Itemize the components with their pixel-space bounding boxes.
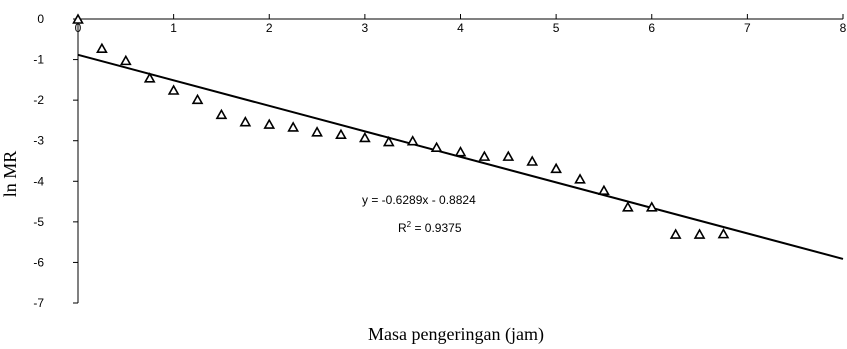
x-tick-label: 0: [75, 21, 82, 35]
data-point: [478, 150, 491, 161]
data-point: [311, 126, 323, 137]
y-tick-label: -3: [33, 134, 44, 148]
trendline-equation: y = -0.6289x - 0.8824: [362, 193, 476, 207]
y-tick-label: -6: [33, 255, 44, 269]
r-squared-r: R: [398, 221, 407, 235]
x-tick-label: 7: [744, 21, 751, 35]
x-tick-label: 2: [266, 21, 273, 35]
data-point: [263, 118, 276, 129]
data-point: [717, 227, 730, 239]
data-point: [645, 201, 658, 212]
x-axis-title: Masa pengeringan (jam): [368, 324, 544, 345]
data-point: [191, 93, 204, 105]
data-point: [430, 141, 443, 153]
x-tick-label: 1: [170, 21, 177, 35]
x-tick-label: 4: [457, 21, 464, 35]
x-tick-label: 3: [362, 21, 369, 35]
r-squared-superscript: 2: [407, 220, 412, 229]
data-point: [693, 228, 706, 239]
data-point: [598, 184, 610, 196]
r-squared-value: = 0.9375: [411, 221, 462, 235]
ticks: 0 1 2 3 4 5 6 7 8 0 -1 -2 -3 -4 -5 -6 -7: [33, 12, 846, 310]
r-squared-label: R2 = 0.9375: [398, 220, 462, 235]
data-point: [454, 146, 467, 157]
data-point: [239, 116, 252, 127]
y-tick-label: -5: [33, 215, 44, 229]
data-point: [287, 121, 300, 132]
data-point: [669, 228, 682, 239]
data-point: [167, 84, 180, 95]
data-point: [143, 72, 156, 83]
data-point: [119, 54, 132, 66]
data-point: [215, 108, 228, 120]
data-point: [96, 42, 108, 54]
data-point: [359, 131, 371, 143]
data-point: [72, 13, 84, 24]
axes: [77, 18, 843, 303]
y-tick-label: 0: [37, 12, 44, 26]
y-tick-label: -1: [33, 53, 44, 67]
data-point: [502, 150, 515, 161]
trendline-group: [77, 53, 844, 260]
data-point: [335, 128, 347, 140]
data-point: [621, 201, 634, 212]
y-axis-title: ln MR: [0, 151, 20, 198]
data-point: [382, 135, 395, 147]
data-point: [406, 135, 419, 146]
y-tick-label: -4: [33, 174, 44, 188]
x-tick-label: 8: [840, 21, 847, 35]
data-point: [574, 173, 586, 184]
data-point: [550, 162, 562, 174]
data-point: [526, 155, 539, 166]
x-tick-label: 6: [648, 21, 655, 35]
y-tick-label: -2: [33, 93, 44, 107]
trendline: [77, 53, 844, 260]
data-points: [72, 13, 730, 239]
y-tick-label: -7: [33, 296, 44, 310]
x-tick-label: 5: [553, 21, 560, 35]
